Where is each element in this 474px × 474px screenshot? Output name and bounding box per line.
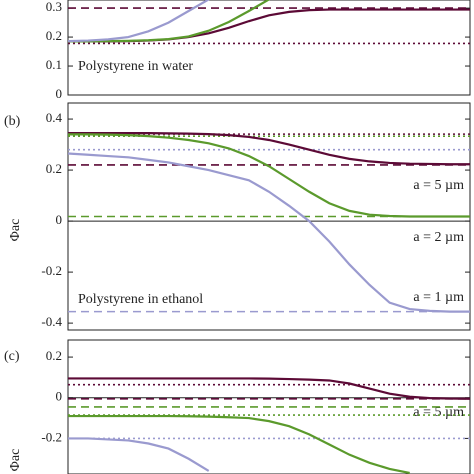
y-tick-label: 0.4 [46,110,63,125]
y-axis-label: Φac [8,219,23,242]
annotation: a = 5 µm [413,178,464,193]
y-tick-label: 0.2 [46,161,62,176]
panel-label: (b) [4,114,21,129]
annotation: a = 2 µm [413,230,464,245]
y-tick-label: 0.3 [46,0,62,14]
y-tick-label: 0 [56,86,63,101]
series-line [68,377,470,400]
annotation: Polystyrene in water [78,59,193,74]
series-line [68,437,210,472]
plot-area [68,377,470,474]
y-tick-label: 0.2 [46,28,62,43]
y-axis-label: Φac [8,449,23,472]
series-line [68,414,410,474]
y-tick-label: 0.1 [46,57,62,72]
plot-area [68,131,470,313]
series-line [68,152,470,313]
panel-label: (c) [4,349,20,364]
series-line [68,0,270,43]
y-tick-label: 0 [56,389,63,404]
plot-area [68,0,470,45]
y-tick-label: 0 [56,212,63,227]
y-tick-label: -0.4 [41,314,62,329]
y-tick-label: -0.2 [41,429,62,444]
plot-frame [67,0,471,96]
series-line [68,0,210,43]
y-tick-label: 0.2 [46,348,62,363]
y-tick-label: -0.2 [41,263,62,278]
series-line [68,133,470,218]
series-line [68,131,470,166]
annotation: a = 1 µm [413,290,464,305]
annotation: Polystyrene in ethanol [78,292,203,307]
annotation: a = 5 µm [413,405,464,420]
